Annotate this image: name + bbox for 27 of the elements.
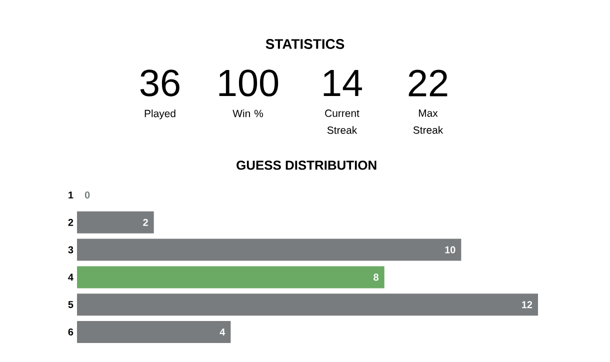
data-label: 12 (522, 301, 532, 308)
bar (77, 211, 154, 234)
text: 36 (140, 70, 180, 96)
data-label: 2 (143, 218, 148, 226)
data-label: 10 (445, 246, 456, 254)
chart-title: GUESS DISTRIBUTION (236, 160, 376, 170)
data-label: 0 (84, 191, 90, 199)
bar (77, 294, 538, 316)
data-label: 8 (374, 274, 379, 281)
y-tick-label: 5 (68, 301, 74, 308)
y-tick-label: 3 (68, 246, 74, 254)
y-tick-label: 1 (68, 192, 74, 198)
text: 14 (324, 70, 362, 96)
text: Max Streak (413, 110, 444, 134)
y-tick-label: 4 (68, 274, 74, 281)
bar (77, 238, 462, 261)
bar (77, 266, 384, 288)
bar (77, 321, 231, 344)
y-tick-label: 2 (68, 218, 74, 226)
text: Win % (232, 110, 264, 118)
text: STATISTICS (266, 39, 344, 49)
data-label: 4 (220, 328, 226, 336)
text: Current Streak (325, 110, 360, 134)
text: Played (144, 110, 176, 120)
y-tick-label: 6 (68, 328, 74, 336)
text: 100 (219, 70, 278, 96)
text: 22 (408, 70, 448, 96)
